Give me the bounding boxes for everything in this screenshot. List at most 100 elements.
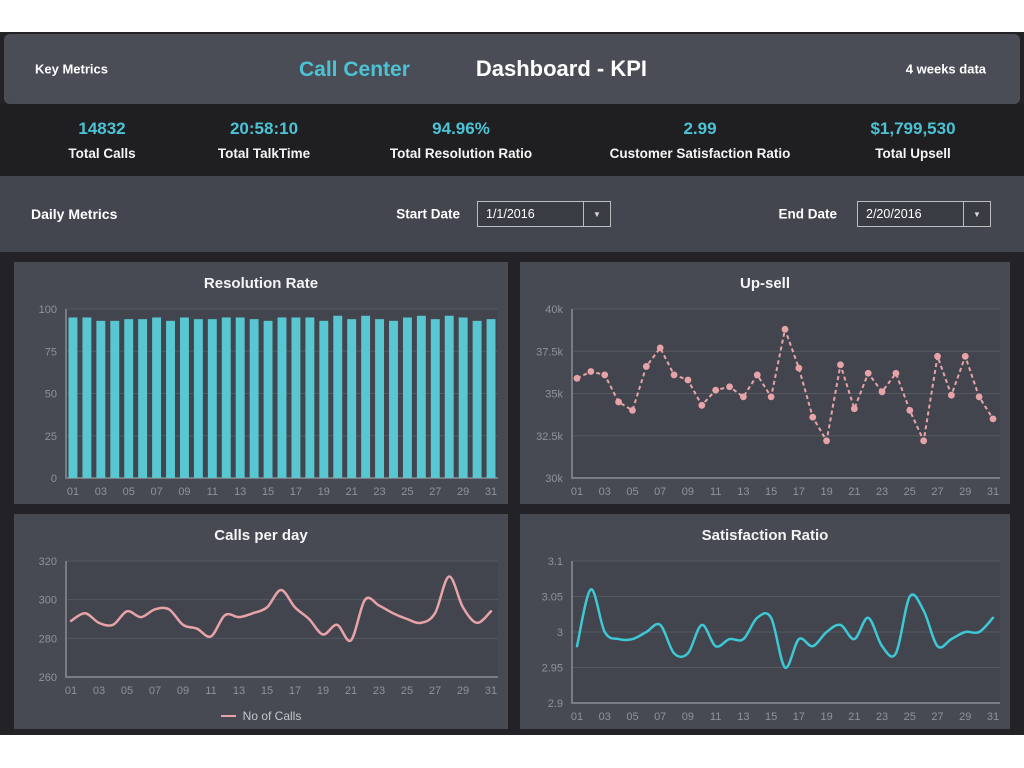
- bar: [375, 319, 385, 478]
- y-tick-label: 30k: [545, 473, 563, 485]
- bar: [152, 317, 162, 478]
- line-path: [575, 588, 995, 669]
- bar: [444, 315, 454, 478]
- start-date-select[interactable]: 1/1/2016 ▼: [477, 201, 611, 227]
- x-tick-label: 09: [682, 486, 694, 498]
- satisfaction-ratio-chart[interactable]: 2.9 2.95 3 3.05 3.1 01 03 05 07 09 11 13 15 17 19 21 23 2…: [520, 553, 1010, 729]
- x-tick-label: 23: [876, 711, 888, 723]
- x-tick-label: 17: [289, 685, 301, 697]
- x-tick-label: 31: [987, 486, 999, 498]
- key-metrics-label: Key Metrics: [35, 61, 108, 77]
- kpi-label: Total Upsell: [875, 146, 951, 161]
- x-tick-label: 19: [820, 486, 832, 498]
- data-point: [906, 407, 914, 414]
- x-tick-label: 05: [626, 711, 638, 723]
- page-title: Dashboard - KPI: [475, 56, 648, 81]
- x-tick-label: 07: [150, 486, 162, 498]
- x-tick-label: 25: [904, 486, 916, 498]
- data-point: [989, 415, 997, 423]
- brand-title: Call Center: [299, 58, 410, 81]
- upsell-panel: Up-sell 30k 32.5k 35k 37.5k 40k 01 03 05 07 09 11 1…: [520, 262, 1010, 504]
- y-tick-label: 32.5k: [536, 431, 563, 443]
- x-tick-label: 11: [710, 486, 721, 498]
- end-date-select[interactable]: 2/20/2016 ▼: [857, 201, 991, 227]
- y-tick-label: 2.95: [542, 663, 563, 675]
- x-tick-label: 19: [820, 711, 832, 723]
- y-tick-label: 3.05: [542, 592, 563, 604]
- data-point: [837, 361, 844, 369]
- bar: [82, 317, 92, 478]
- data-point: [767, 393, 775, 401]
- bar: [179, 317, 189, 478]
- dashboard-root: Key Metrics Call Center Dashboard - KPI …: [0, 32, 1024, 735]
- y-tick-label: 2.9: [548, 698, 563, 710]
- x-tick-label: 27: [429, 486, 441, 498]
- bar: [263, 320, 273, 478]
- x-tick-label: 17: [793, 486, 805, 498]
- bar: [458, 317, 468, 478]
- legend-label: No of Calls: [242, 709, 302, 723]
- x-tick-label: 01: [571, 711, 583, 723]
- x-tick-label: 29: [959, 486, 971, 498]
- x-tick-label: 27: [429, 685, 441, 697]
- weeks-data-label: 4 weeks data: [905, 61, 986, 77]
- bar: [389, 320, 398, 478]
- bar: [207, 319, 217, 478]
- bar: [96, 320, 106, 478]
- data-point: [934, 352, 941, 360]
- x-tick-label: 23: [373, 486, 385, 498]
- bar: [361, 315, 371, 478]
- x-tick-label: 23: [876, 486, 888, 498]
- bar: [249, 319, 259, 478]
- x-tick-label: 05: [123, 486, 135, 498]
- x-tick-label: 13: [737, 486, 749, 498]
- calls-per-day-chart[interactable]: 260 280 300 320 01 03 05 07 09 11 13 15 17 19 21 23 25 27…: [14, 553, 508, 703]
- x-tick-label: 29: [457, 685, 469, 697]
- x-tick-label: 07: [654, 486, 666, 498]
- data-point: [587, 368, 595, 375]
- data-point: [726, 383, 733, 391]
- x-tick-label: 21: [848, 486, 860, 498]
- x-tick-label: 21: [345, 685, 357, 697]
- x-tick-label: 05: [121, 685, 133, 697]
- x-tick-label: 01: [571, 486, 583, 498]
- data-point: [948, 391, 955, 399]
- data-point: [642, 363, 650, 370]
- start-date-label: Start Date: [396, 206, 460, 222]
- x-tick-label: 03: [93, 685, 105, 697]
- x-tick-label: 03: [95, 486, 107, 498]
- y-tick-label: 75: [45, 346, 57, 358]
- header-title-group: Call Center Dashboard - KPI: [299, 56, 647, 82]
- chart-legend: No of Calls: [14, 703, 508, 729]
- chart-title: Up-sell: [739, 275, 790, 292]
- x-tick-label: 15: [261, 685, 273, 697]
- end-date-select-arrow[interactable]: ▼: [963, 202, 990, 226]
- bar: [193, 319, 203, 478]
- data-point: [698, 401, 706, 409]
- x-tick-label: 31: [485, 685, 497, 697]
- resolution-rate-panel: Resolution Rate 0 25 50 75 100 01 03 05 07 09 11 13…: [14, 262, 508, 504]
- y-tick-label: 100: [39, 304, 57, 316]
- bar: [166, 320, 175, 478]
- filter-bar: Daily Metrics Start Date 1/1/2016 ▼ End …: [0, 176, 1024, 252]
- upsell-chart[interactable]: 30k 32.5k 35k 37.5k 40k 01 03 05 07 09 11 13 15 17 19 2…: [520, 301, 1010, 504]
- x-tick-label: 29: [959, 711, 971, 723]
- kpi-label: Customer Satisfaction Ratio: [609, 146, 791, 161]
- x-tick-label: 23: [373, 685, 385, 697]
- data-point: [920, 437, 928, 445]
- x-tick-label: 05: [626, 486, 638, 498]
- start-date-select-arrow[interactable]: ▼: [583, 202, 610, 226]
- legend-line-swatch: [220, 715, 236, 717]
- data-point: [781, 325, 789, 333]
- y-tick-label: 35k: [545, 389, 563, 401]
- x-tick-label: 25: [904, 711, 916, 723]
- x-tick-label: 31: [987, 711, 999, 723]
- kpi-value: 94.96%: [432, 119, 490, 138]
- x-tick-label: 17: [793, 711, 805, 723]
- kpi-label: Total Resolution Ratio: [389, 146, 533, 161]
- charts-grid: Resolution Rate 0 25 50 75 100 01 03 05 07 09 11 13…: [0, 252, 1024, 729]
- x-tick-label: 15: [262, 486, 274, 498]
- x-tick-label: 01: [65, 685, 77, 697]
- resolution-rate-chart[interactable]: 0 25 50 75 100 01 03 05 07 09 11 13 15 17 19 21 23 25 27 29…: [14, 301, 508, 504]
- x-tick-label: 09: [177, 685, 189, 697]
